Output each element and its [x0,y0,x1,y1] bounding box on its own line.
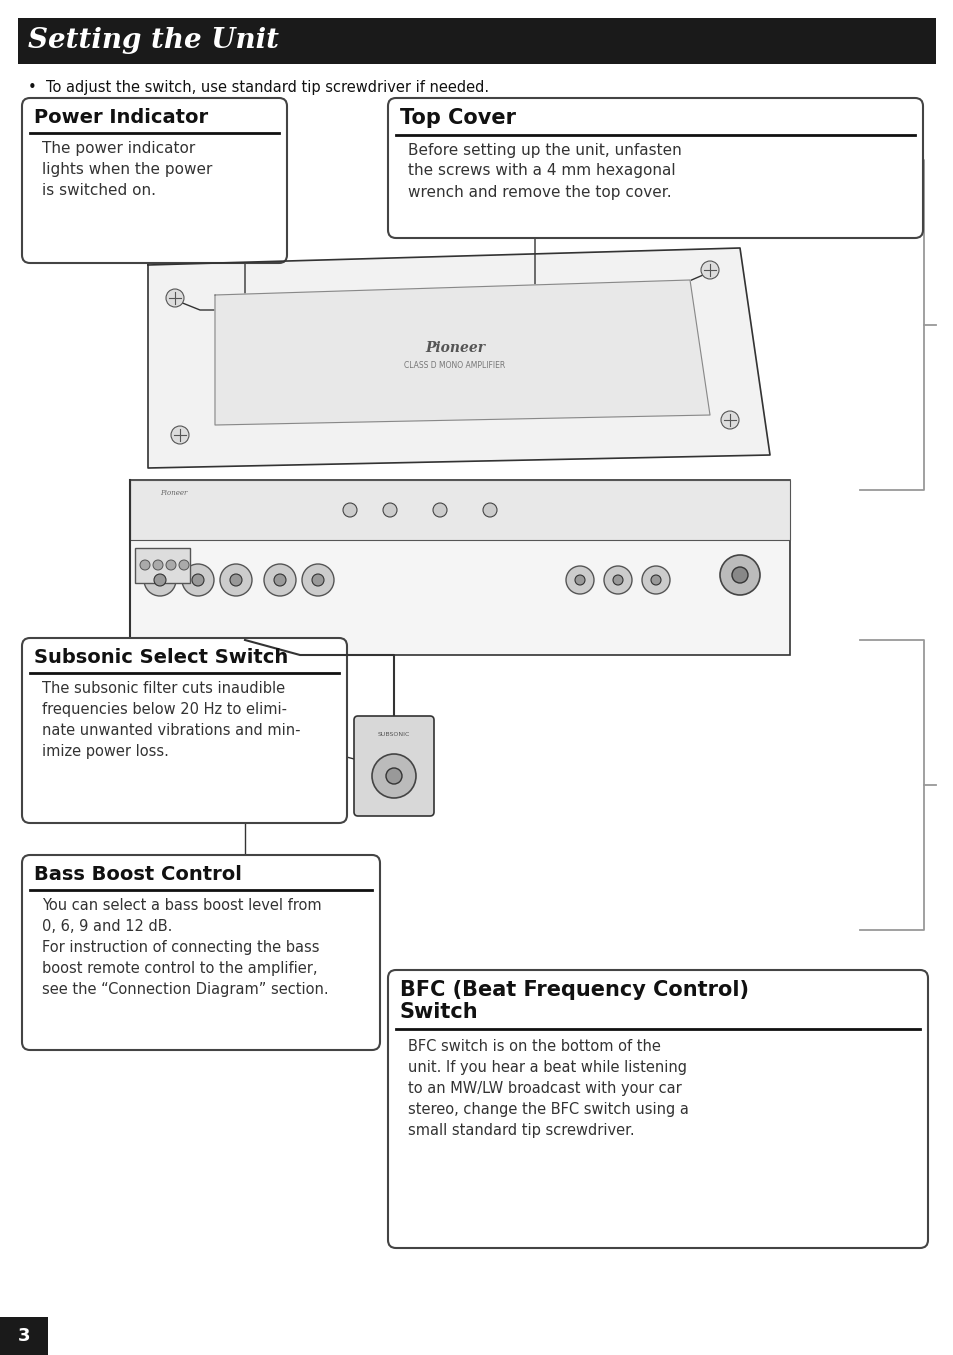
Circle shape [152,560,163,570]
Text: Pioneer: Pioneer [424,341,484,355]
Text: CLASS D MONO AMPLIFIER: CLASS D MONO AMPLIFIER [404,360,505,370]
Text: SUBSONIC: SUBSONIC [377,732,410,737]
Text: Subsonic Select Switch: Subsonic Select Switch [34,648,288,667]
FancyBboxPatch shape [22,855,379,1050]
Text: The power indicator
lights when the power
is switched on.: The power indicator lights when the powe… [42,141,213,198]
Text: BFC (Beat Frequency Control): BFC (Beat Frequency Control) [399,980,748,1000]
Text: Setting the Unit: Setting the Unit [28,27,278,54]
Circle shape [166,560,175,570]
Circle shape [613,575,622,585]
Circle shape [153,575,166,585]
Circle shape [182,564,213,596]
Circle shape [482,503,497,518]
Text: Before setting up the unit, unfasten
the screws with a 4 mm hexagonal
wrench and: Before setting up the unit, unfasten the… [408,142,681,199]
Circle shape [603,566,631,593]
Circle shape [179,560,189,570]
Circle shape [343,503,356,518]
Text: 3: 3 [18,1327,30,1346]
Circle shape [731,566,747,583]
Circle shape [372,753,416,798]
Text: The subsonic filter cuts inaudible
frequencies below 20 Hz to elimi-
nate unwant: The subsonic filter cuts inaudible frequ… [42,682,300,759]
Text: BFC switch is on the bottom of the
unit. If you hear a beat while listening
to a: BFC switch is on the bottom of the unit.… [408,1039,688,1138]
FancyBboxPatch shape [388,98,923,238]
Circle shape [720,556,760,595]
Polygon shape [214,280,709,425]
Circle shape [641,566,669,593]
Circle shape [302,564,334,596]
Circle shape [575,575,584,585]
Circle shape [166,289,184,308]
Circle shape [386,768,401,785]
Circle shape [565,566,594,593]
Text: Bass Boost Control: Bass Boost Control [34,864,242,883]
Text: You can select a bass boost level from
0, 6, 9 and 12 dB.
For instruction of con: You can select a bass boost level from 0… [42,898,328,997]
FancyBboxPatch shape [22,638,347,822]
Circle shape [700,262,719,279]
Polygon shape [148,248,769,467]
Text: Top Cover: Top Cover [399,108,516,127]
Circle shape [171,425,189,444]
Circle shape [230,575,242,585]
FancyBboxPatch shape [388,970,927,1248]
Bar [130,480,789,654]
Text: Power Indicator: Power Indicator [34,108,208,127]
Text: •  To adjust the switch, use standard tip screwdriver if needed.: • To adjust the switch, use standard tip… [28,80,489,95]
Circle shape [264,564,295,596]
Bar [135,547,190,583]
Circle shape [192,575,204,585]
FancyBboxPatch shape [354,715,434,816]
Circle shape [382,503,396,518]
Circle shape [144,564,175,596]
Text: Pioneer: Pioneer [160,489,187,497]
FancyBboxPatch shape [22,98,287,263]
Circle shape [650,575,660,585]
Circle shape [220,564,252,596]
Bar [0,1317,48,1355]
Circle shape [312,575,324,585]
Text: Switch: Switch [399,1003,478,1023]
Circle shape [433,503,447,518]
Bar [18,18,935,64]
Circle shape [720,411,739,430]
Circle shape [274,575,286,585]
Bar [130,480,789,541]
Circle shape [140,560,150,570]
